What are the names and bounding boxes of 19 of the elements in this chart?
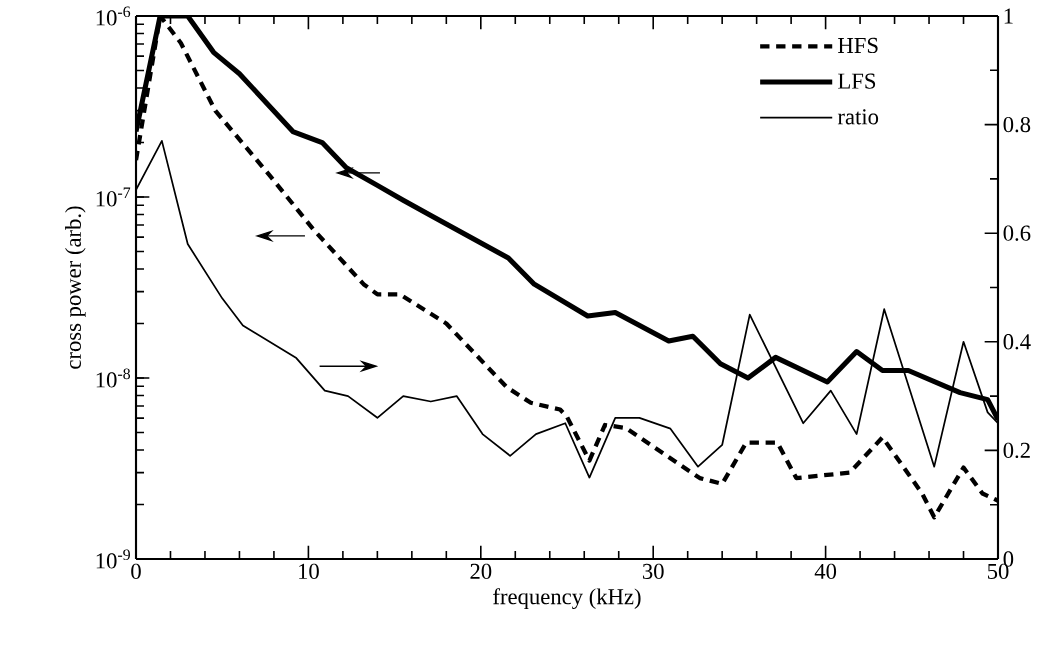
x-tick-label: 30: [642, 563, 664, 580]
y2-tick-label: 1: [1004, 8, 1013, 24]
x-tick-label: 40: [814, 563, 837, 580]
y-tick-label: 10$^{-7}$: [96, 187, 131, 207]
x-axis-title: frequency (kHz): [493, 588, 641, 610]
x-tick-label: 20: [470, 563, 492, 580]
y2-tick-label: 0.8: [1003, 116, 1031, 133]
y-tick-label: 10$^{-8}$: [96, 368, 131, 388]
y-axis-title: cross power (arb.): [65, 206, 86, 369]
legend-label: ratio: [837, 109, 879, 125]
y2-tick-label: 0.6: [1003, 225, 1031, 241]
x-tick-label: 10: [299, 563, 319, 580]
legend-label: LFS: [838, 73, 876, 89]
y-tick-label: 10$^{-6}$: [96, 6, 131, 26]
y2-tick-label: 0.2: [1003, 442, 1030, 459]
y-tick-label: 10$^{-9}$: [96, 549, 130, 569]
y2-tick-label: 0.4: [1003, 334, 1031, 350]
legend-label: HFS: [838, 37, 878, 54]
x-tick-label: 0: [131, 563, 141, 580]
